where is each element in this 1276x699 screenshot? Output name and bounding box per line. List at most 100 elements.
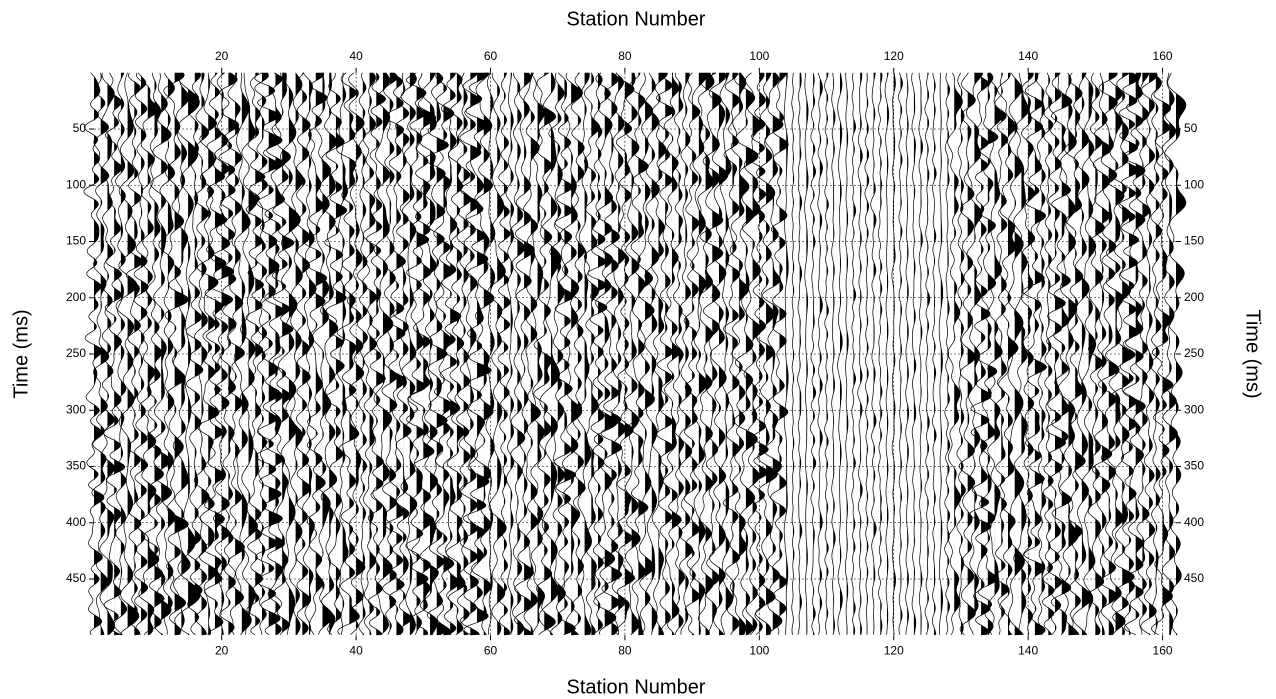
trace-line (530, 72, 546, 635)
trace-fill (382, 72, 393, 636)
y-tick-label-right: 450 (1184, 571, 1204, 585)
trace-fill (1068, 72, 1079, 636)
x-tick-label-top: 140 (1018, 49, 1038, 63)
trace-fill (1122, 72, 1135, 636)
trace-line (559, 72, 583, 636)
trace-line (994, 72, 1010, 635)
trace-fill (719, 72, 728, 636)
trace-fill (873, 72, 877, 636)
trace-fill (483, 72, 494, 636)
trace-line (133, 72, 149, 636)
trace-fill (288, 72, 301, 636)
trace-fill (732, 72, 740, 636)
y-tick-label-left: 100 (66, 177, 86, 191)
trace-line (1085, 72, 1105, 635)
trace-fill (759, 72, 769, 636)
trace-line (433, 72, 455, 635)
y-axis-title-left: Time (ms) (10, 309, 32, 398)
trace-line (125, 72, 144, 635)
y-tick-label-left: 50 (73, 121, 87, 135)
trace-line (733, 72, 759, 636)
trace-fill (241, 72, 252, 636)
trace-fill (1014, 72, 1025, 636)
trace-line (336, 72, 360, 636)
trace-line (583, 72, 601, 635)
y-tick-label-left: 350 (66, 459, 86, 473)
trace-fill (920, 72, 923, 636)
trace-line (171, 72, 191, 635)
x-tick-label-top: 40 (349, 49, 363, 63)
x-tick-label-top: 120 (884, 49, 904, 63)
trace-line (689, 72, 708, 635)
trace-fill (631, 72, 641, 636)
trace-line (1035, 72, 1047, 635)
trace-fill (524, 72, 535, 636)
x-tick-label-bottom: 40 (349, 643, 363, 657)
trace-fill (1028, 72, 1035, 636)
trace-fill (1102, 72, 1112, 636)
y-tick-label-right: 300 (1184, 402, 1204, 416)
y-tick-label-right: 150 (1184, 234, 1204, 248)
trace-line (366, 72, 387, 635)
trace-fill (584, 72, 592, 636)
trace-line (538, 72, 562, 636)
trace-fill (745, 72, 759, 636)
trace-line (496, 72, 511, 635)
trace-line (969, 72, 992, 636)
trace-fill (1115, 72, 1126, 636)
x-tick-label-bottom: 160 (1153, 643, 1173, 657)
trace-fill (671, 72, 682, 636)
y-tick-label-left: 250 (66, 346, 86, 360)
x-tick-label-bottom: 140 (1018, 643, 1038, 657)
trace-fill (1021, 72, 1029, 636)
y-tick-label-left: 450 (66, 571, 86, 585)
trace-line (1098, 72, 1119, 635)
trace-fill (651, 72, 660, 636)
x-axis-title-top: Station Number (567, 8, 706, 30)
trace-line (226, 72, 245, 635)
trace-line (1151, 72, 1174, 636)
trace-fill (544, 72, 556, 636)
trace-fill (752, 72, 762, 636)
trace-fill (833, 72, 836, 636)
y-tick-label-right: 400 (1184, 515, 1204, 529)
trace-line (817, 72, 823, 635)
trace-fill (571, 72, 582, 636)
trace-line (977, 72, 999, 635)
trace-line (697, 72, 715, 635)
trace-fill (557, 72, 566, 636)
trace-fill (228, 72, 239, 636)
trace-fill (839, 72, 843, 636)
trace-line (135, 72, 160, 636)
trace-fill (450, 72, 461, 636)
trace-fill (141, 72, 149, 636)
x-tick-label-bottom: 100 (749, 643, 769, 657)
trace-line (240, 72, 258, 635)
trace-line (514, 72, 535, 636)
axes: 20 20 40 40 60 60 80 80 100 100 120 120 140 140 160 160… (66, 49, 1204, 658)
y-tick-label-left: 200 (66, 290, 86, 304)
trace-fill (403, 72, 412, 636)
trace-fill (1055, 72, 1066, 636)
trace-fill (147, 72, 159, 636)
y-tick-label-right: 50 (1184, 121, 1198, 135)
trace-fill (934, 72, 937, 636)
trace-fill (430, 72, 439, 636)
trace-fill (423, 72, 436, 636)
y-tick-label-right: 200 (1184, 290, 1204, 304)
trace-fill (208, 72, 219, 636)
trace-line (719, 72, 734, 635)
trace-fill (564, 72, 576, 636)
trace-fill (309, 72, 317, 636)
x-axis-title-bottom: Station Number (567, 676, 706, 698)
trace-fill (517, 72, 525, 636)
trace-fill (302, 72, 311, 636)
trace-fill (786, 72, 789, 636)
trace-fill (1135, 72, 1146, 636)
trace-fill (275, 72, 285, 636)
trace-fill (510, 72, 514, 636)
trace-line (509, 72, 526, 636)
trace-fill (268, 72, 283, 636)
trace-line (905, 72, 910, 635)
trace-fill (772, 72, 784, 636)
